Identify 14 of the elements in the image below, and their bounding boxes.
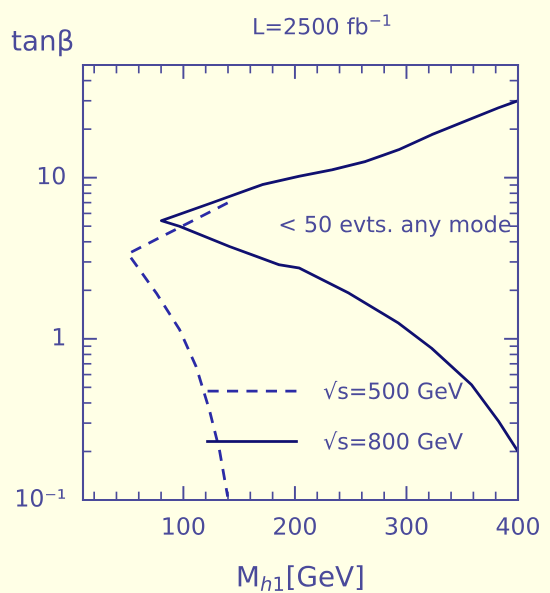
annotation: < 50 evts. any mode xyxy=(280,215,510,237)
x-axis-title: M$_{h1}$[GeV] xyxy=(238,565,363,591)
legend-label: √s=800 GeV xyxy=(324,431,463,450)
line-series xyxy=(160,99,518,453)
chart-title: L=2500 fb$^{−1}$ xyxy=(254,14,390,35)
x-tick-label: 200 xyxy=(274,517,316,535)
y-tick-label: 1 xyxy=(54,328,64,346)
y-axis-title: tanβ xyxy=(12,29,72,56)
x-tick-label: 400 xyxy=(496,517,539,535)
x-tick-label: 100 xyxy=(163,517,204,535)
x-tick-label: 300 xyxy=(386,517,428,535)
y-tick-label: 10⁻¹ xyxy=(16,488,66,507)
legend-label: √s=500 GeV xyxy=(324,380,463,400)
y-tick-label: 10 xyxy=(38,166,65,185)
